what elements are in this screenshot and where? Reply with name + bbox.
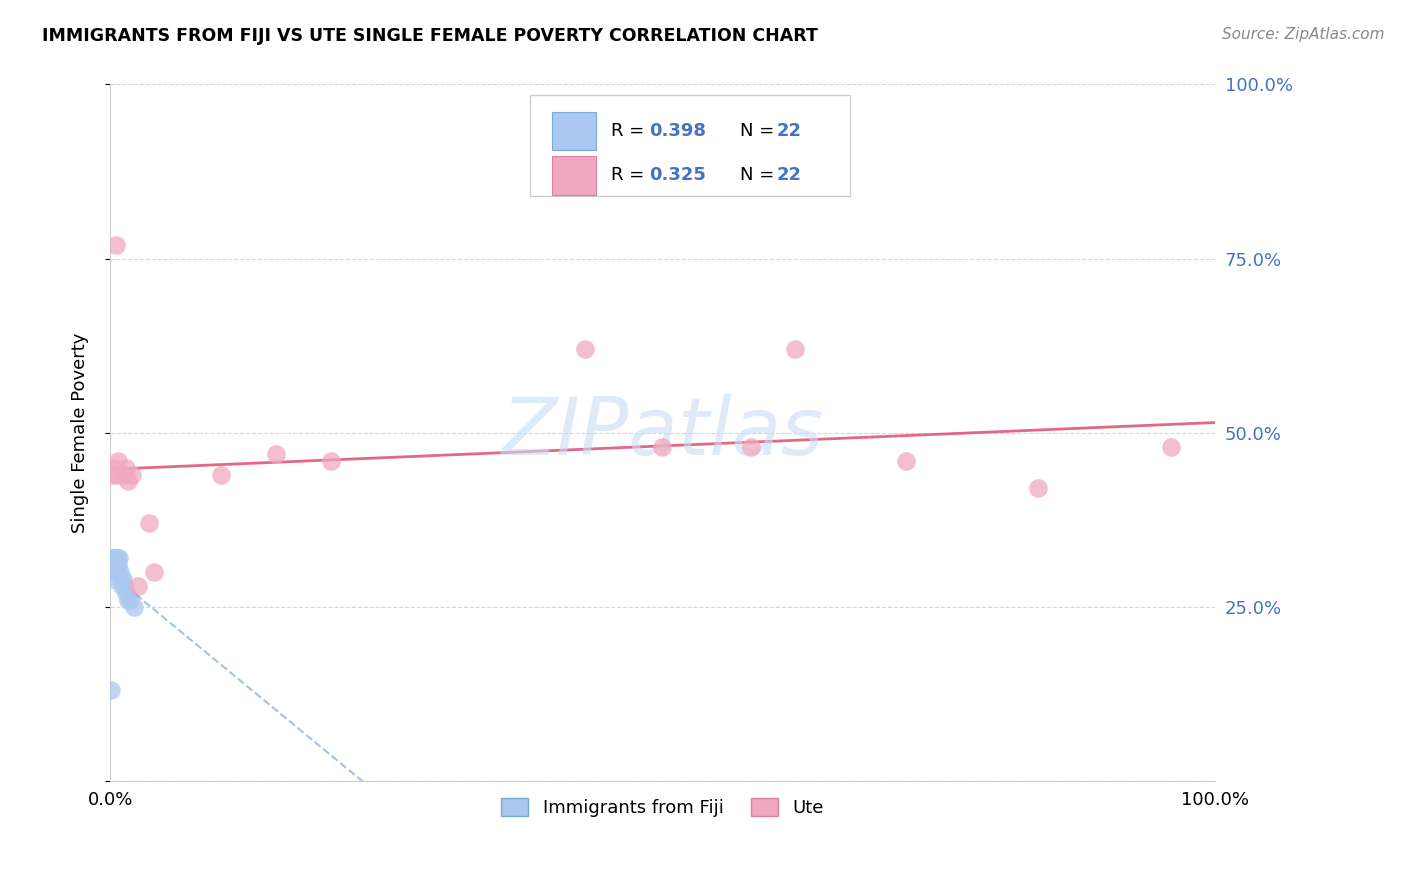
- Point: [264, 447, 287, 461]
- Legend: Immigrants from Fiji, Ute: Immigrants from Fiji, Ute: [494, 790, 831, 824]
- Point: [104, 565, 127, 579]
- Text: R =: R =: [610, 167, 650, 185]
- Point: [1026, 482, 1049, 496]
- Text: 22: 22: [776, 122, 801, 140]
- Point: [138, 516, 160, 531]
- Point: [127, 579, 149, 593]
- Point: [101, 467, 124, 482]
- Point: [118, 593, 141, 607]
- Point: [1160, 440, 1182, 454]
- Point: [143, 565, 166, 579]
- Point: [740, 440, 762, 454]
- Point: [117, 593, 139, 607]
- Point: [117, 475, 139, 489]
- Point: [103, 551, 125, 566]
- Text: N =: N =: [740, 167, 780, 185]
- Point: [894, 453, 917, 467]
- Point: [651, 440, 673, 454]
- Text: R =: R =: [610, 122, 650, 140]
- Point: [105, 551, 128, 566]
- Point: [319, 453, 342, 467]
- Point: [209, 467, 232, 482]
- Point: [105, 467, 128, 482]
- Point: [111, 579, 134, 593]
- Point: [114, 586, 136, 600]
- Point: [100, 683, 122, 698]
- Text: Source: ZipAtlas.com: Source: ZipAtlas.com: [1222, 27, 1385, 42]
- FancyBboxPatch shape: [553, 156, 596, 194]
- Point: [103, 572, 125, 586]
- Point: [574, 342, 596, 356]
- Point: [107, 453, 129, 467]
- Text: 22: 22: [776, 167, 801, 185]
- Point: [103, 565, 125, 579]
- Point: [112, 467, 135, 482]
- Text: ZIPatlas: ZIPatlas: [502, 393, 824, 472]
- Point: [103, 460, 125, 475]
- Point: [104, 237, 127, 252]
- Point: [103, 551, 125, 566]
- Point: [104, 558, 127, 572]
- Point: [110, 572, 132, 586]
- Point: [114, 579, 136, 593]
- Point: [783, 342, 806, 356]
- FancyBboxPatch shape: [530, 95, 851, 196]
- Point: [101, 565, 124, 579]
- Text: 0.398: 0.398: [650, 122, 706, 140]
- Point: [112, 572, 135, 586]
- Point: [108, 565, 131, 579]
- Point: [107, 565, 129, 579]
- Text: 0.325: 0.325: [650, 167, 706, 185]
- Text: N =: N =: [740, 122, 780, 140]
- Point: [107, 558, 129, 572]
- Text: IMMIGRANTS FROM FIJI VS UTE SINGLE FEMALE POVERTY CORRELATION CHART: IMMIGRANTS FROM FIJI VS UTE SINGLE FEMAL…: [42, 27, 818, 45]
- Y-axis label: Single Female Poverty: Single Female Poverty: [72, 333, 89, 533]
- Point: [124, 599, 146, 614]
- Point: [121, 467, 143, 482]
- Point: [114, 460, 136, 475]
- Point: [108, 551, 131, 566]
- Point: [101, 551, 124, 566]
- FancyBboxPatch shape: [553, 112, 596, 151]
